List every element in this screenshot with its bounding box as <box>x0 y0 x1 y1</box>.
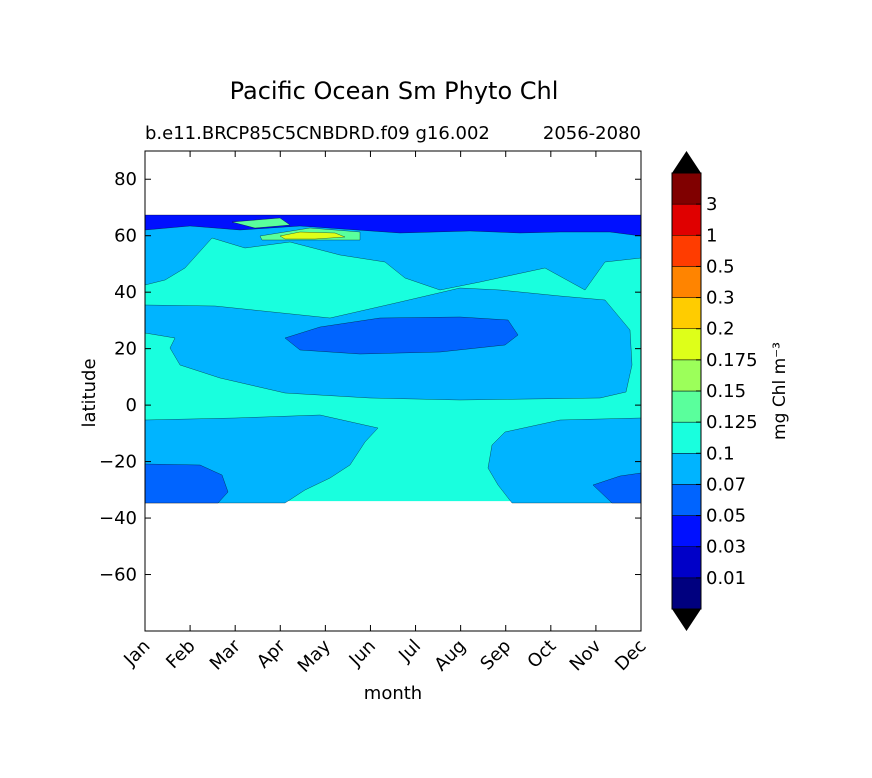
colorbar-tick-label: 0.1 <box>706 443 735 464</box>
x-tick-label: Dec <box>611 636 650 675</box>
y-tick-label: 80 <box>114 169 137 190</box>
chart-subtitle-right: 2056-2080 <box>543 123 641 144</box>
x-tick-label: Apr <box>253 635 290 672</box>
x-tick-label: Feb <box>162 636 199 673</box>
colorbar-tick-label: 0.07 <box>706 474 746 495</box>
y-tick-label: 40 <box>114 282 137 303</box>
chart-title: Pacific Ocean Sm Phyto Chl <box>230 77 559 105</box>
y-tick-label: 0 <box>126 395 137 416</box>
x-tick-label: Oct <box>523 636 560 673</box>
colorbar-tick-label: 0.2 <box>706 319 735 340</box>
colorbar-tick-label: 3 <box>706 194 717 215</box>
x-tick-label: Mar <box>206 635 245 674</box>
x-tick-label: Aug <box>430 636 470 676</box>
colorbar-tick-label: 1 <box>706 225 717 246</box>
colorbar-segment <box>671 297 702 329</box>
y-tick-label: −40 <box>99 508 137 529</box>
chlorophyll-field <box>145 214 641 504</box>
contour-region <box>592 472 641 504</box>
x-axis-label: month <box>364 683 422 704</box>
colorbar-segment <box>671 421 702 454</box>
contour-region <box>145 463 229 504</box>
colorbar-segment <box>671 235 702 267</box>
x-tick-label: Jan <box>119 636 154 671</box>
chart-subtitle-left: b.e11.BRCP85C5CNBDRD.f09 g16.002 <box>145 123 490 144</box>
colorbar-label: mg Chl m⁻³ <box>770 342 790 440</box>
colorbar-tick-label: 0.125 <box>706 412 758 433</box>
y-tick-label: 60 <box>114 226 137 247</box>
x-tick-label: Jul <box>394 636 425 667</box>
colorbar-tick-label: 0.03 <box>706 537 746 558</box>
y-tick-label: −20 <box>99 452 137 473</box>
colorbar-segment <box>671 515 702 547</box>
x-tick-label: Sep <box>476 636 515 675</box>
colorbar-segment <box>671 172 702 205</box>
colorbar-tick-label: 0.5 <box>706 256 735 277</box>
colorbar-segment <box>671 266 702 298</box>
y-axis-label: latitude <box>79 358 100 427</box>
y-tick-label: −60 <box>99 565 137 586</box>
colorbar-tick-label: 0.05 <box>706 506 746 527</box>
colorbar-extend-max <box>672 151 701 173</box>
colorbar-segment <box>671 577 702 610</box>
colorbar: 0.01 0.03 0.05 0.07 0.1 0.125 0.15 0.175 0.2 0.3 0… <box>671 151 758 631</box>
colorbar-segment <box>671 390 702 423</box>
colorbar-segment <box>671 203 702 236</box>
colorbar-extend-min <box>672 609 701 631</box>
plot-frame <box>144 150 642 632</box>
colorbar-tick-label: 0.175 <box>706 350 758 371</box>
x-tick-label: May <box>294 635 335 676</box>
x-tick-label: Jun <box>345 636 380 671</box>
colorbar-segment <box>671 328 702 361</box>
contour-region <box>284 316 519 355</box>
colorbar-segment <box>671 359 702 392</box>
x-tick-label: Nov <box>566 635 606 675</box>
colorbar-segment <box>671 546 702 579</box>
colorbar-tick-label: 0.15 <box>706 381 746 402</box>
colorbar-segment <box>671 484 702 516</box>
colorbar-tick-label: 0.3 <box>706 288 735 309</box>
y-tick-label: 20 <box>114 339 137 360</box>
contour-region <box>279 231 346 240</box>
colorbar-tick-label: 0.01 <box>706 568 746 589</box>
colorbar-segment <box>671 453 702 485</box>
